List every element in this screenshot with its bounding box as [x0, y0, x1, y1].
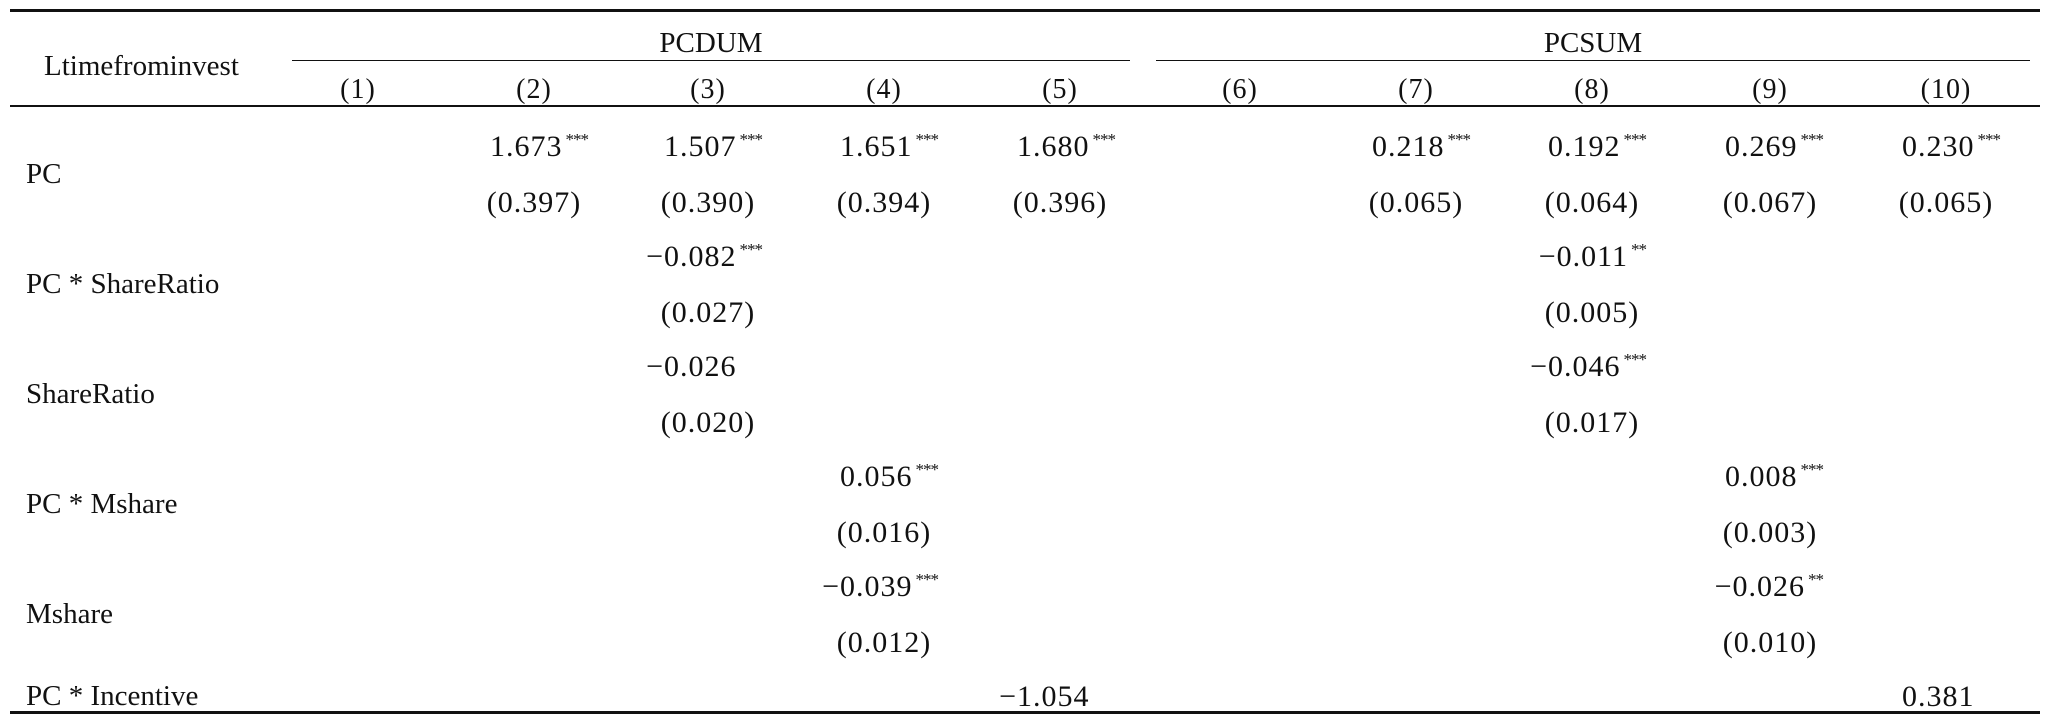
group-underline-pcdum	[292, 60, 1130, 61]
column-number-2: (2)	[516, 74, 552, 105]
coefficient-cell: 0.230 ***	[1902, 130, 2001, 164]
row-label: Mshare	[26, 598, 113, 630]
column-number-10: (10)	[1920, 74, 1972, 105]
standard-error-cell: (0.010)	[1722, 626, 1818, 659]
column-number-8: (8)	[1574, 74, 1610, 105]
coefficient-value: 1.507	[664, 130, 737, 163]
coefficient-cell: −0.046 ***	[1530, 350, 1647, 384]
row-label: ShareRatio	[26, 378, 155, 410]
coefficient-cell: 1.673 ***	[490, 130, 589, 164]
significance-stars: ***	[1623, 350, 1647, 369]
coefficient-cell: 1.680 ***	[1017, 130, 1116, 164]
significance-stars: ***	[565, 130, 589, 149]
coefficient-value: 1.651	[840, 130, 913, 163]
stub-header: Ltimefrominvest	[44, 50, 239, 82]
coefficient-value: 1.680	[1017, 130, 1090, 163]
significance-stars: **	[1808, 570, 1824, 589]
standard-error-cell: (0.064)	[1544, 186, 1640, 219]
coefficient-cell: 0.381***	[1902, 680, 2000, 714]
coefficient-value: 0.056	[840, 460, 913, 493]
coefficient-value: 0.381	[1902, 680, 1975, 713]
standard-error-cell: (0.390)	[660, 186, 756, 219]
coefficient-value: −0.039	[822, 570, 913, 603]
coefficient-value: −0.011	[1538, 240, 1628, 273]
column-number-5: (5)	[1042, 74, 1078, 105]
significance-stars: ***	[915, 460, 939, 479]
standard-error-cell: (0.065)	[1898, 186, 1994, 219]
header-separator	[10, 105, 2040, 107]
coefficient-cell: 1.507 ***	[664, 130, 763, 164]
coefficient-cell: −0.011 **	[1538, 240, 1647, 274]
coefficient-cell: 0.192 ***	[1548, 130, 1647, 164]
coefficient-value: 0.192	[1548, 130, 1621, 163]
standard-error-cell: (0.065)	[1368, 186, 1464, 219]
significance-stars: **	[1631, 240, 1647, 259]
significance-stars: ***	[1623, 130, 1647, 149]
standard-error-cell: (0.012)	[836, 626, 932, 659]
standard-error-cell: (0.067)	[1722, 186, 1818, 219]
standard-error-cell: (0.394)	[836, 186, 932, 219]
coefficient-value: 0.269	[1725, 130, 1798, 163]
standard-error-cell: (0.005)	[1544, 296, 1640, 329]
significance-stars: ***	[739, 240, 763, 259]
group-header-pcdum: PCDUM	[659, 27, 763, 59]
coefficient-cell: −0.026***	[646, 350, 762, 384]
standard-error-cell: (0.016)	[836, 516, 932, 549]
significance-stars: ***	[1800, 460, 1824, 479]
standard-error-cell: (0.017)	[1544, 406, 1640, 439]
coefficient-cell: 0.269 ***	[1725, 130, 1824, 164]
column-number-3: (3)	[690, 74, 726, 105]
column-number-4: (4)	[866, 74, 902, 105]
coefficient-value: −1.054	[999, 680, 1090, 713]
coefficient-cell: 0.218 ***	[1372, 130, 1471, 164]
group-underline-pcsum	[1156, 60, 2030, 61]
column-number-9: (9)	[1752, 74, 1788, 105]
column-number-1: (1)	[340, 74, 376, 105]
coefficient-cell: 1.651 ***	[840, 130, 939, 164]
standard-error-cell: (0.003)	[1722, 516, 1818, 549]
column-number-7: (7)	[1398, 74, 1434, 105]
coefficient-value: −0.026	[646, 350, 737, 383]
coefficient-value: 0.230	[1902, 130, 1975, 163]
significance-stars: ***	[915, 130, 939, 149]
significance-stars: ***	[915, 570, 939, 589]
significance-stars: ***	[739, 130, 763, 149]
coefficient-value: 0.008	[1725, 460, 1798, 493]
coefficient-value: 0.218	[1372, 130, 1445, 163]
coefficient-cell: 0.008 ***	[1725, 460, 1824, 494]
significance-stars: ***	[1447, 130, 1471, 149]
regression-table: Ltimefrominvest PCDUM PCSUM (1) (2) (3) (4)…	[10, 9, 2040, 714]
row-label: PC * Mshare	[26, 488, 178, 520]
coefficient-value: −0.026	[1714, 570, 1805, 603]
standard-error-cell: (0.027)	[660, 296, 756, 329]
significance-stars: ***	[1977, 130, 2001, 149]
significance-stars: ***	[1800, 130, 1824, 149]
row-label: PC * ShareRatio	[26, 268, 220, 300]
coefficient-value: −0.046	[1530, 350, 1621, 383]
standard-error-cell: (0.020)	[660, 406, 756, 439]
coefficient-value: 1.673	[490, 130, 563, 163]
significance-stars: ***	[1092, 130, 1116, 149]
standard-error-cell: (0.396)	[1012, 186, 1108, 219]
standard-error-cell: (0.397)	[486, 186, 582, 219]
group-header-pcsum: PCSUM	[1543, 27, 1643, 59]
coefficient-cell: 0.056 ***	[840, 460, 939, 494]
coefficient-cell: −1.054***	[999, 680, 1115, 714]
row-label: PC * Incentive	[26, 680, 199, 712]
column-number-6: (6)	[1222, 74, 1258, 105]
coefficient-cell: −0.082 ***	[646, 240, 763, 274]
row-label: PC	[26, 158, 62, 190]
coefficient-cell: −0.026 **	[1714, 570, 1824, 604]
coefficient-value: −0.082	[646, 240, 737, 273]
coefficient-cell: −0.039 ***	[822, 570, 939, 604]
